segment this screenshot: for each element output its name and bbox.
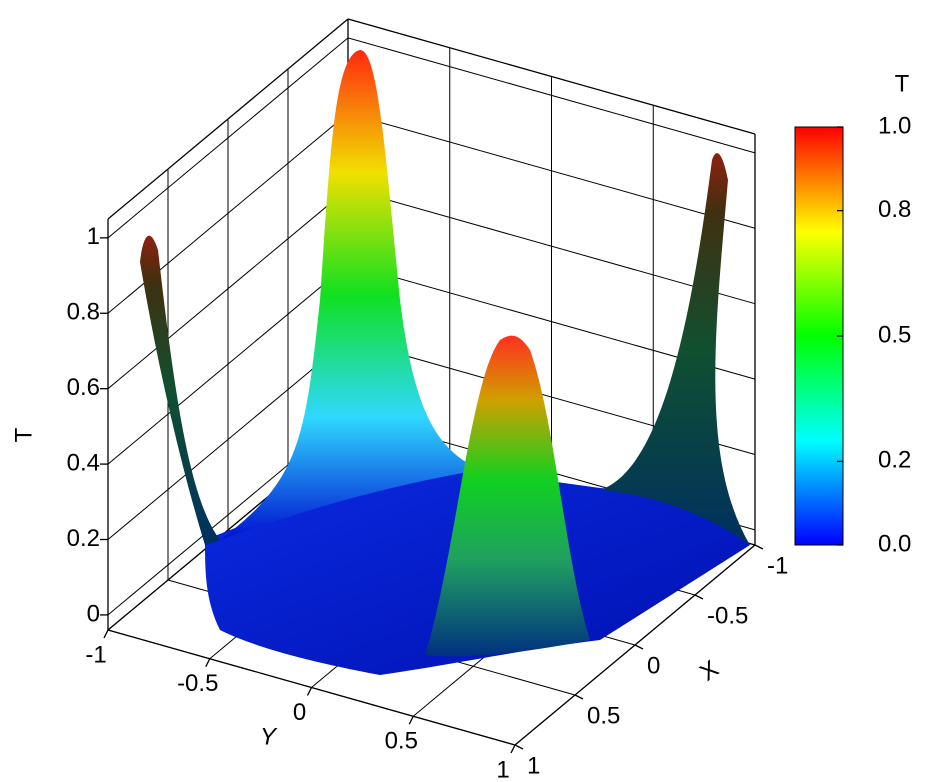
- x-tick-label: 0.5: [587, 702, 620, 729]
- colorbar-title: T: [895, 70, 910, 97]
- z-tick-label: 1: [87, 223, 100, 250]
- x-axis-label: X: [695, 655, 724, 686]
- x-tick-label: -1: [767, 552, 788, 579]
- grid-line: [107, 37, 349, 239]
- surface-ridge-left: [140, 235, 220, 545]
- grid-line: [347, 188, 756, 305]
- colorbar-tick-label: 0.0: [878, 530, 911, 557]
- grid-line: [107, 339, 349, 540]
- tick-mark: [205, 658, 211, 668]
- z-tick-label: 0: [87, 600, 100, 627]
- z-tick-label: 0.8: [67, 299, 100, 326]
- colorbar-tick-label: 1.0: [878, 112, 911, 139]
- surface-ridge-right: [600, 153, 750, 546]
- tick-mark: [634, 644, 644, 650]
- colorbar-tick-label: 0.5: [878, 321, 911, 348]
- grid-line: [107, 188, 349, 390]
- y-tick-label: -0.5: [177, 670, 218, 697]
- front-edges: 0 0.2 0.4 0.6 0.8 1 -1 -0.5 0 0.5 1 -1 -0.5 0 0.5 1: [67, 223, 789, 782]
- y-tick-label: 0: [293, 699, 306, 726]
- tick-mark: [574, 694, 584, 700]
- tick-mark: [408, 715, 414, 725]
- tick-mark: [754, 544, 764, 550]
- z-tick-label: 0.6: [67, 374, 100, 401]
- y-tick-label: 0.5: [385, 728, 418, 755]
- y-tick-label: -1: [85, 641, 106, 668]
- colorbar-tick-label: 0.2: [878, 447, 911, 474]
- tick-mark: [306, 687, 313, 696]
- x-tick-label: -0.5: [707, 602, 748, 629]
- z-axis-label: T: [10, 427, 37, 442]
- y-axis-label: Y: [260, 723, 278, 750]
- grid-line: [347, 37, 756, 154]
- tick-mark: [510, 744, 516, 754]
- x-tick-label: 1: [527, 752, 540, 779]
- y-tick-label: 1: [496, 756, 509, 782]
- tick-mark: [514, 744, 524, 750]
- colorbar: [794, 126, 844, 546]
- surface-peak-front: [425, 335, 590, 657]
- colorbar-tick-label: 0.8: [878, 196, 911, 223]
- surface: [140, 50, 750, 675]
- tick-mark: [103, 629, 109, 639]
- z-tick-label: 0.4: [67, 449, 100, 476]
- grid-line: [347, 112, 756, 229]
- z-tick-label: 0.2: [67, 525, 100, 552]
- surface-peak-back: [220, 50, 480, 540]
- x-tick-label: 0: [647, 652, 660, 679]
- grid-line: [107, 263, 349, 465]
- tick-mark: [694, 594, 704, 600]
